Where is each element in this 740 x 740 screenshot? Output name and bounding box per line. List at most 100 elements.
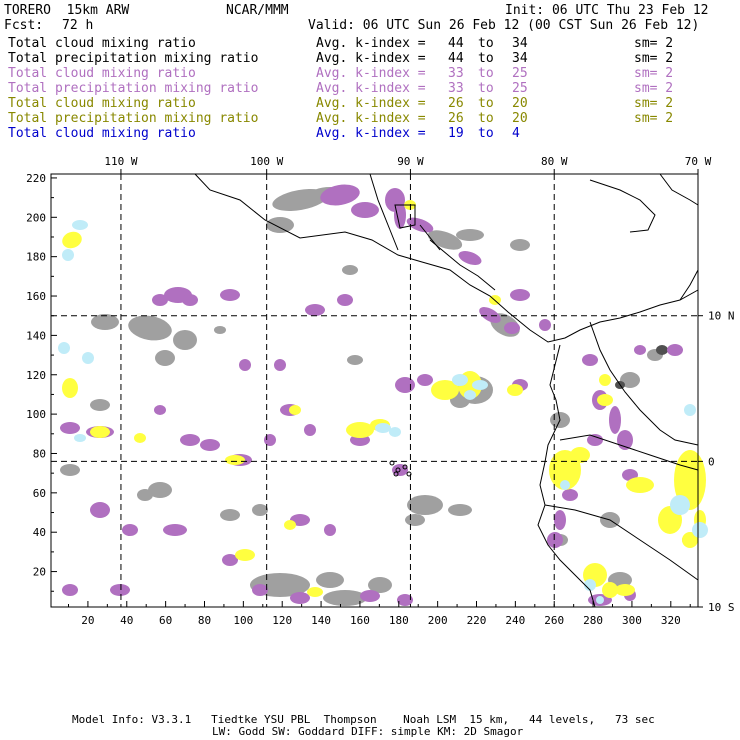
legend-row: Total cloud mixing ratio Avg. k-index = 19… [8,126,728,141]
legend-field: Total cloud mixing ratio [8,66,196,81]
legend-field: Total precipitation mixing ratio [8,111,259,126]
map-frame [50,173,699,608]
cloud-patch [122,524,138,536]
cloud-patch [456,229,484,241]
physics-info-line: LW: Godd SW: Goddard DIFF: simple KM: 2D… [212,725,524,738]
x-tick-label: 300 [622,614,642,627]
cloud-patch [58,342,70,354]
galapagos-island [402,464,408,470]
cloud-patch [351,202,379,218]
legend-to: to [478,111,494,126]
cloud-patch [82,352,94,364]
cloud-patch [252,504,268,516]
legend-k-max: 25 [512,66,528,81]
galapagos-island [393,471,399,477]
legend-sm: sm= 2 [634,111,674,126]
legend-to: to [478,36,494,51]
cloud-patch [90,399,110,411]
legend-sm: sm= 2 [634,36,674,51]
cloud-patch [427,230,463,250]
legend-k-max: 25 [512,81,528,96]
y-tick-label: 180 [26,251,46,264]
cloud-patch [507,384,523,396]
x-tick-label: 160 [350,614,370,627]
legend-k-min: 44 [448,51,464,66]
cloud-patch [128,315,172,341]
cloud-patch [90,426,110,438]
legend-k-min: 44 [448,36,464,51]
legend-k-min: 33 [448,66,464,81]
cloud-patch [154,405,166,415]
cloud-patch [684,404,696,416]
coastline [419,224,441,251]
cloud-patch [235,549,255,561]
init-time: Init: 06 UTC Thu 23 Feb 12 [505,3,709,18]
cloud-patch [634,345,646,355]
legend-to: to [478,51,494,66]
cloud-patch [91,314,119,330]
cloud-patch [692,522,708,538]
cloud-patch [305,304,325,316]
y-tick-label: 160 [26,290,46,303]
legend-to: to [478,66,494,81]
valid-time: Valid: 06 UTC Sun 26 Feb 12 (00 CST Sun … [308,18,700,33]
cloud-patch [337,294,353,306]
legend-k-min: 33 [448,81,464,96]
legend-sm: sm= 2 [634,66,674,81]
y-tick-label: 60 [33,487,46,500]
cloud-patch [173,330,197,350]
legend-sm: sm= 2 [634,81,674,96]
cloud-patch [264,434,276,446]
forecast-label: Fcst: [4,18,44,33]
cloud-patch [90,502,110,518]
cloud-patch [587,434,603,446]
model-info-line: Model Info: V3.3.1 Tiedtke YSU PBL Thomp… [72,713,655,726]
x-tick-label: 80 [198,614,211,627]
cloud-patch [74,434,86,442]
cloud-patch [60,422,80,434]
cloud-patch [407,495,443,515]
cloud-patch [148,482,172,498]
cloud-patch [155,350,175,366]
legend-sm: sm= 2 [634,96,674,111]
cloud-patch [274,359,286,371]
legend-to: to [478,126,494,141]
legend-row: Total cloud mixing ratio Avg. k-index = 33… [8,66,728,81]
x-tick-label: 280 [583,614,603,627]
latitude-label: 0 [708,455,715,468]
cloud-patch [670,495,690,515]
cloud-patch [152,294,168,306]
x-tick-label: 220 [467,614,487,627]
coastline [429,239,496,291]
x-tick-label: 120 [272,614,292,627]
cloud-patch [547,532,563,548]
legend-field: Total cloud mixing ratio [8,126,196,141]
legend-row: Total precipitation mixing ratio Avg. k-i… [8,51,728,66]
legend-avg: Avg. k-index = [316,126,426,141]
cloud-patch [304,424,316,436]
cloud-patch [220,509,240,521]
cloud-patch [375,423,391,433]
cloud-patch [284,520,296,530]
legend-row: Total precipitation mixing ratio Avg. k-i… [8,111,728,126]
cloud-patch [307,587,323,597]
cloud-patch [448,504,472,516]
legend-field: Total cloud mixing ratio [8,36,196,51]
y-tick-label: 200 [26,211,46,224]
forecast-hour: 72 h [62,18,94,33]
legend-row: Total cloud mixing ratio Avg. k-index = 44… [8,36,728,51]
cloud-patch [609,406,621,434]
cloud-patch [405,514,425,526]
cloud-patch [180,434,200,446]
legend-avg: Avg. k-index = [316,51,426,66]
y-tick-label: 120 [26,369,46,382]
legend-k-min: 26 [448,96,464,111]
cloud-patch [452,374,468,386]
cloud-patch [682,532,698,548]
legend-sm: sm= 2 [634,51,674,66]
cloud-patch [342,265,358,275]
legend-k-max: 20 [512,96,528,111]
cloud-patch [389,427,401,437]
coastline [369,173,399,251]
